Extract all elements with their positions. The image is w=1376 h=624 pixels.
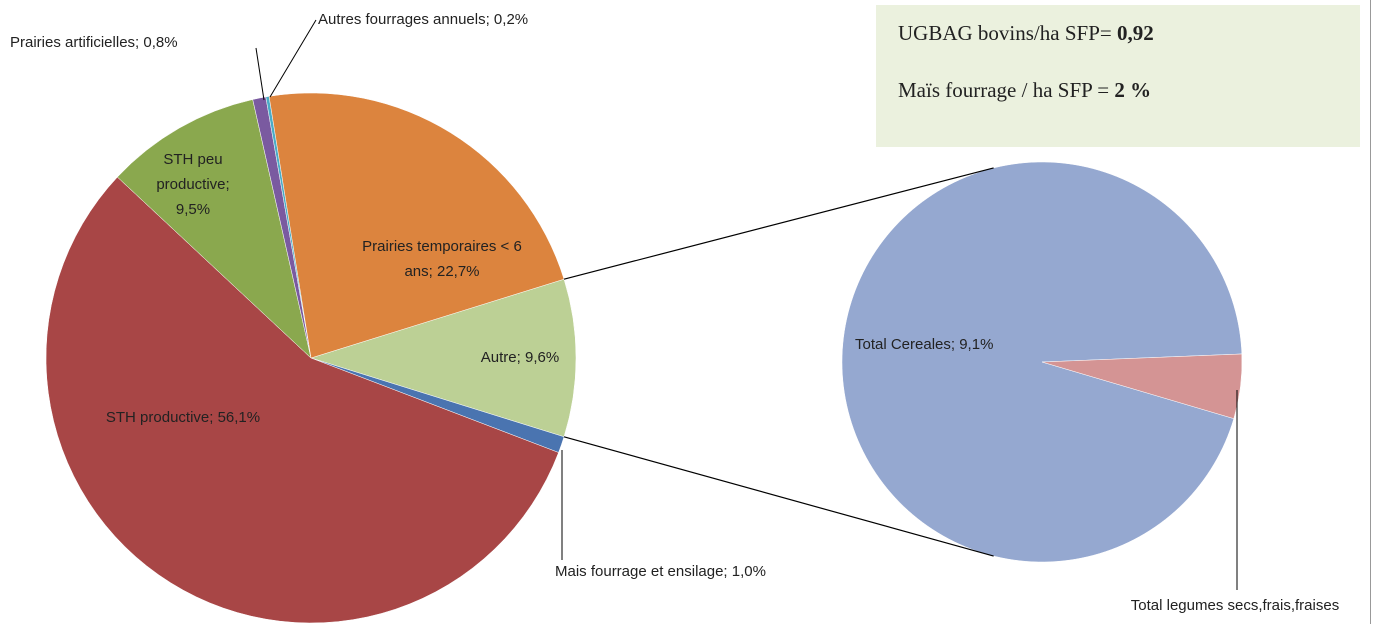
leader-line [269, 19, 317, 98]
pie-slice [841, 161, 1243, 563]
data-label: Autre; 9,6% [481, 349, 559, 366]
info-box-bg [876, 5, 1360, 147]
data-label: Total Cereales; 9,1% [855, 336, 993, 353]
annotation-value: 0,92 [1117, 21, 1154, 45]
pie-slice [45, 176, 559, 624]
connector-line [563, 167, 994, 280]
data-label: Prairies artificielles; 0,8% [10, 34, 178, 51]
data-label: Autres fourrages annuels; 0,2% [318, 11, 528, 28]
data-label: STH peu productive; 9,5% [156, 151, 229, 218]
data-label: STH productive; 56,1% [106, 409, 260, 426]
annotation-text: Maïs fourrage / ha SFP = [898, 78, 1109, 102]
pie-slice [310, 278, 577, 438]
pie [45, 92, 577, 624]
connector-line [563, 436, 994, 557]
annotation-text: UGBAG bovins/ha SFP= [898, 21, 1112, 45]
annotation: UGBAG bovins/ha SFP= 0,92 [898, 21, 1154, 45]
info-box: UGBAG bovins/ha SFP= 0,92 Maïs fourrage … [876, 5, 1360, 147]
leader-line [255, 47, 265, 101]
data-label: Total legumes secs,frais,fraiseset melon… [1131, 597, 1339, 624]
data-label: Prairies temporaires < 6 ans; 22,7% [362, 238, 522, 280]
pie-slice [268, 92, 565, 359]
pie-slice [1041, 353, 1243, 419]
annotation: Maïs fourrage / ha SFP = 2 % [898, 78, 1151, 102]
pie-slice [117, 99, 312, 359]
pie [841, 161, 1243, 563]
annotation-value: 2 % [1114, 78, 1151, 102]
data-label: Mais fourrage et ensilage; 1,0% [555, 563, 766, 580]
